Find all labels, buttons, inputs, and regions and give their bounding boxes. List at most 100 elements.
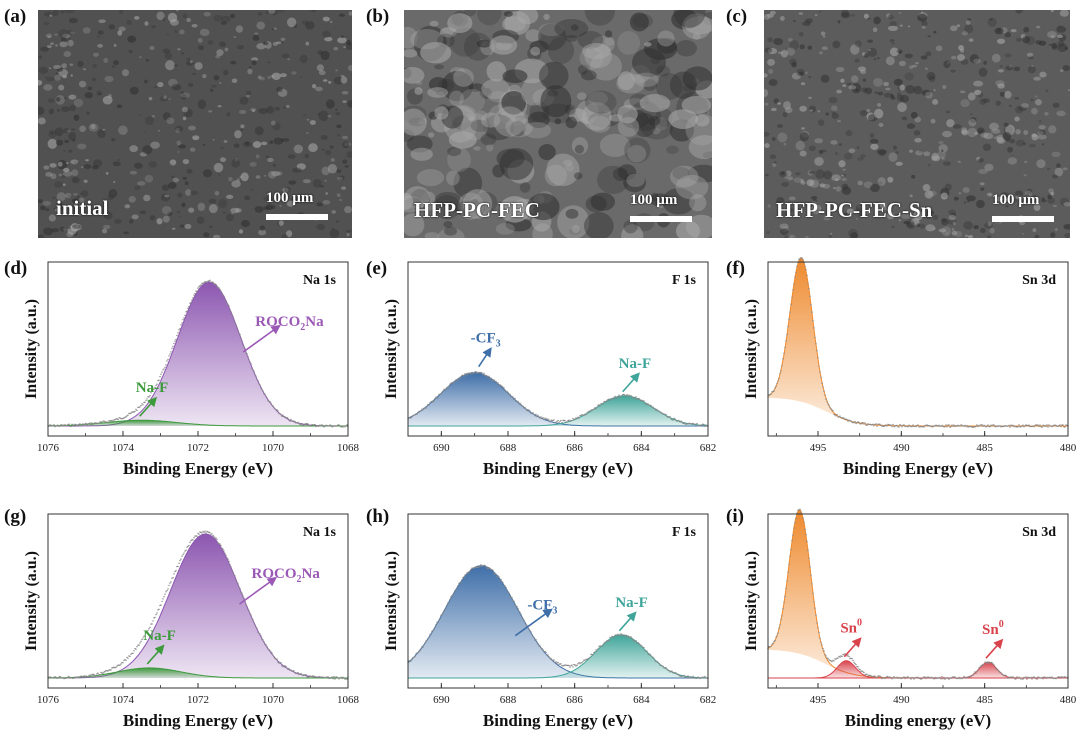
sem-grain [996, 28, 1001, 33]
sem-grain [54, 74, 61, 81]
raw-data-point [555, 661, 557, 663]
sem-grain [997, 69, 1005, 73]
raw-data-point [209, 532, 211, 534]
raw-data-point [522, 405, 524, 407]
sem-grain [240, 219, 250, 228]
raw-data-point [466, 372, 468, 375]
sem-grain [913, 210, 924, 221]
sem-grain [182, 116, 187, 121]
sem-grain [63, 150, 66, 152]
raw-data-point [1045, 425, 1047, 428]
sem-grain [169, 159, 177, 166]
raw-data-point [519, 611, 521, 613]
sem-grain [1010, 198, 1018, 203]
raw-data-point [982, 425, 984, 427]
raw-data-point [643, 400, 645, 402]
sem-grain [702, 151, 712, 159]
sem-grain [834, 152, 838, 156]
raw-data-point [847, 420, 849, 422]
sem-grain [281, 53, 290, 59]
raw-data-point [432, 629, 434, 632]
raw-data-point [232, 571, 234, 574]
sem-grain [329, 145, 334, 149]
sem-grain [652, 127, 661, 135]
sem-grain [983, 132, 994, 140]
sem-grain [471, 198, 479, 205]
raw-data-point [318, 425, 320, 427]
sem-grain [984, 163, 994, 172]
raw-data-point [648, 654, 650, 656]
sem-grain [244, 141, 250, 146]
sem-grain [189, 60, 193, 64]
sem-grain [81, 166, 84, 169]
raw-data-point [941, 676, 943, 678]
sem-grain [940, 149, 944, 153]
sem-grain [231, 180, 241, 188]
raw-data-point [675, 672, 677, 674]
sem-grain [344, 165, 350, 168]
raw-data-point [851, 658, 853, 660]
raw-data-point [696, 422, 698, 425]
raw-data-point [449, 598, 451, 601]
raw-data-point [424, 642, 426, 644]
sem-grain [1020, 34, 1026, 39]
raw-data-point [1008, 424, 1010, 427]
raw-data-point [438, 393, 440, 396]
sem-grain [54, 208, 59, 212]
sem-grain [862, 52, 866, 56]
sem-grain [448, 131, 477, 149]
sem-grain [914, 137, 922, 143]
raw-data-points [407, 564, 709, 680]
sem-grain [814, 14, 818, 16]
raw-data-point [1062, 424, 1064, 426]
raw-data-point [799, 508, 801, 510]
peak-area [48, 534, 348, 678]
raw-data-point [137, 406, 139, 408]
sem-grain [1030, 98, 1034, 101]
raw-data-point [199, 285, 201, 287]
raw-data-point [436, 397, 438, 399]
raw-data-point [461, 579, 463, 581]
sem-grain [873, 108, 884, 119]
raw-data-point [775, 636, 777, 638]
raw-data-point [872, 423, 874, 425]
raw-data-point [146, 398, 148, 400]
raw-data-point [95, 674, 97, 677]
sem-grain [272, 122, 281, 131]
raw-data-point [417, 411, 419, 414]
sem-panel-b: (b) HFP-PC-FEC 100 µm [360, 0, 720, 240]
sem-grain [240, 172, 249, 182]
raw-data-point [146, 632, 148, 634]
sem-grain [919, 223, 926, 229]
raw-data-point [312, 675, 314, 677]
peak-fit-line [768, 660, 1068, 679]
raw-data-point [935, 677, 937, 680]
sem-grain [872, 27, 878, 33]
raw-data-point [345, 425, 347, 427]
sem-grain [1039, 130, 1046, 136]
raw-data-point [220, 544, 222, 547]
sem-grain [162, 215, 170, 223]
raw-data-point [672, 419, 674, 421]
sem-grain [832, 187, 837, 189]
raw-data-points [767, 257, 1069, 428]
raw-data-point [649, 653, 651, 655]
raw-data-point [997, 669, 999, 671]
sem-grain [308, 143, 318, 153]
raw-data-point [176, 334, 178, 337]
raw-data-point [315, 425, 317, 428]
raw-data-point [273, 406, 275, 409]
sem-grain [943, 60, 951, 69]
raw-data-point [1046, 424, 1048, 426]
sem-grain [127, 35, 136, 43]
sem-grain [74, 203, 78, 207]
sem-grain [779, 16, 785, 21]
sem-grain [84, 92, 93, 99]
raw-data-point [179, 559, 181, 562]
raw-data-point [104, 670, 106, 673]
sem-grain [1022, 142, 1027, 145]
raw-data-point [192, 539, 194, 541]
sem-grain [254, 32, 259, 35]
sem-grain [989, 122, 999, 131]
